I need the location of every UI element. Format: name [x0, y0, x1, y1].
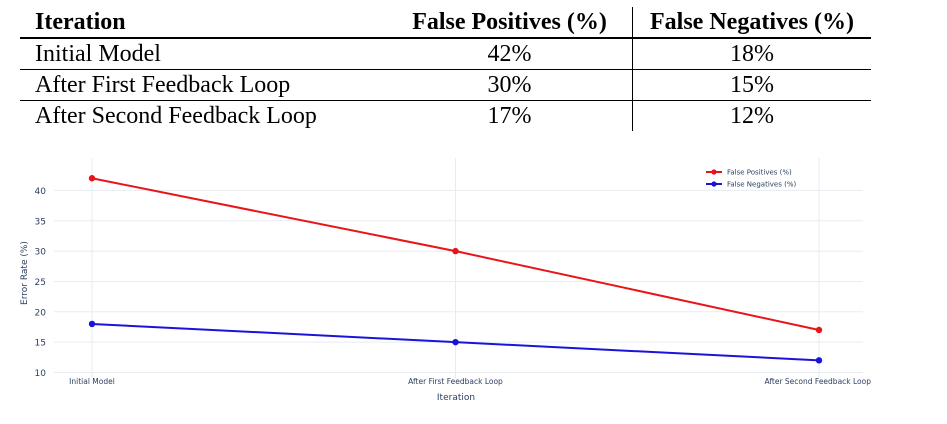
cell-false-positives: 17% — [387, 100, 633, 131]
y-tick-label: 35 — [35, 217, 46, 227]
x-tick-label: Initial Model — [69, 377, 115, 386]
y-tick-label: 25 — [35, 278, 46, 288]
error-rate-line-chart: 10 15 20 25 30 35 40 Initial Model After First F… — [20, 158, 872, 403]
x-tick-label: After Second Feedback Loop — [765, 377, 872, 386]
table-row: Initial Model 42% 18% — [20, 38, 871, 70]
data-point — [452, 247, 459, 255]
cell-iteration: Initial Model — [20, 38, 387, 70]
cell-false-negatives: 15% — [632, 69, 871, 101]
data-point — [815, 326, 823, 334]
data-point — [452, 338, 459, 346]
header-false-positives: False Positives (%) — [387, 7, 633, 39]
y-tick-label: 30 — [35, 248, 47, 258]
x-axis-title: Iteration — [437, 393, 475, 403]
data-point — [88, 320, 96, 328]
table-header-row: Iteration False Positives (%) False Nega… — [20, 7, 871, 39]
results-table: Iteration False Positives (%) False Nega… — [20, 7, 871, 131]
y-tick-label: 40 — [35, 187, 47, 197]
x-tick-label: After First Feedback Loop — [408, 377, 503, 386]
cell-iteration: After Second Feedback Loop — [35, 103, 317, 129]
legend-label: False Negatives (%) — [727, 181, 796, 189]
legend-swatch-marker — [711, 169, 717, 175]
data-point — [88, 175, 96, 182]
header-false-negatives: False Negatives (%) — [632, 7, 871, 39]
cell-false-negatives: 12% — [730, 103, 774, 129]
data-point — [815, 357, 823, 364]
legend-label: False Positives (%) — [727, 169, 792, 177]
y-axis-title: Error Rate (%) — [20, 241, 30, 305]
cell-false-negatives: 18% — [632, 38, 871, 70]
cell-false-positives: 42% — [387, 38, 633, 70]
cell-false-positives: 30% — [387, 69, 633, 101]
table-row: After First Feedback Loop 30% 15% — [20, 69, 871, 101]
legend-swatch-marker — [711, 181, 717, 187]
table-row: After Second Feedback Loop 17% 12% — [20, 100, 871, 131]
y-tick-label: 10 — [35, 369, 47, 379]
cell-iteration: After First Feedback Loop — [20, 69, 387, 101]
y-tick-label: 20 — [35, 308, 47, 318]
y-tick-label: 15 — [35, 339, 46, 349]
header-iteration: Iteration — [20, 7, 387, 39]
